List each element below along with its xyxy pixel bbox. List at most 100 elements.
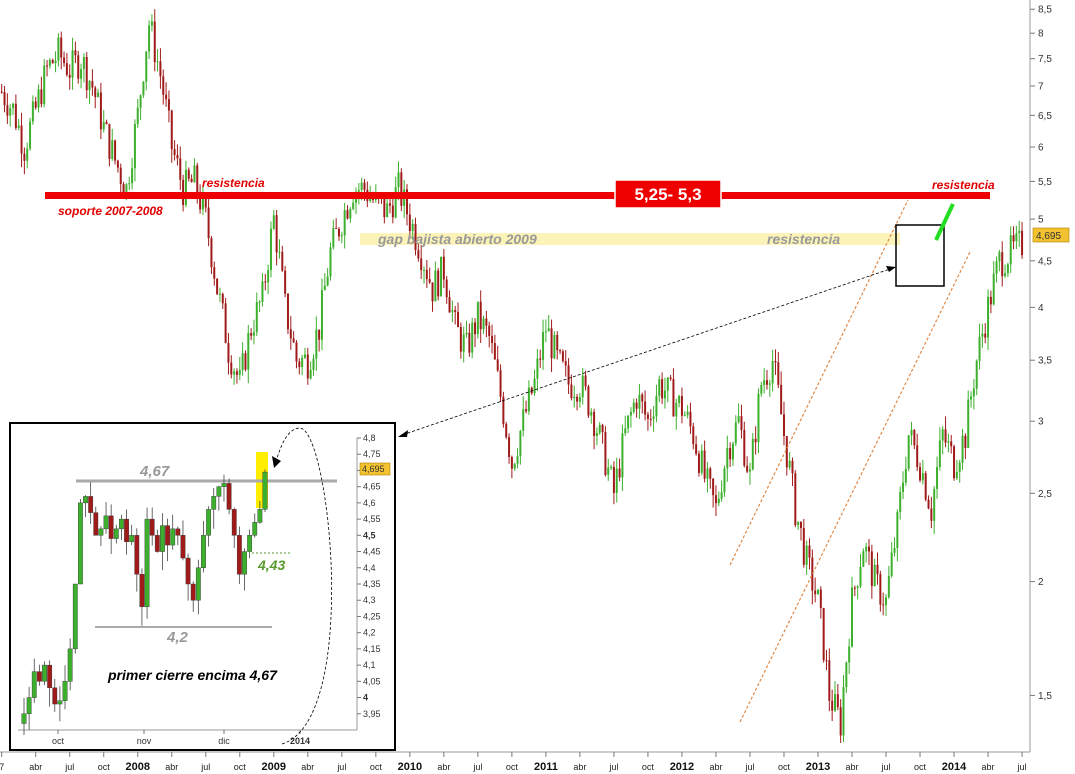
resistencia-left-label: resistencia bbox=[202, 176, 265, 190]
candle-body bbox=[255, 302, 258, 333]
inset-candle-body bbox=[36, 671, 42, 682]
candle-body bbox=[468, 332, 471, 353]
candle-body bbox=[646, 414, 649, 419]
candle-body bbox=[1006, 264, 1009, 274]
candle-body bbox=[644, 401, 647, 415]
candle-body bbox=[595, 432, 598, 436]
candle-body bbox=[17, 125, 20, 128]
zoom-arrowhead-right bbox=[886, 266, 896, 272]
candle-body bbox=[808, 545, 811, 558]
gap-label: gap bajista abierto 2009 bbox=[377, 231, 537, 247]
candle-body bbox=[82, 57, 85, 69]
candle-body bbox=[491, 336, 494, 344]
candle-body bbox=[431, 282, 434, 302]
y-tick-label: 1,5 bbox=[1038, 691, 1052, 702]
candle-body bbox=[119, 167, 122, 184]
candle-body bbox=[958, 462, 961, 472]
candle-body bbox=[111, 140, 114, 159]
candle-body bbox=[519, 430, 522, 457]
resistance-line bbox=[45, 192, 990, 199]
inset-candle-body bbox=[52, 687, 58, 705]
last-price-tag bbox=[1032, 227, 1070, 243]
x-tick-label: oct bbox=[506, 762, 519, 772]
candle-body bbox=[927, 499, 930, 509]
candle-body bbox=[833, 694, 836, 711]
candle-body bbox=[335, 227, 338, 229]
candle-body bbox=[284, 270, 287, 294]
inset-candle-body bbox=[201, 535, 206, 568]
inset-curved-arrow bbox=[275, 427, 333, 745]
candle-body bbox=[250, 333, 253, 336]
candle-body bbox=[448, 297, 451, 313]
candle-body bbox=[116, 160, 119, 168]
inset-candle-body bbox=[231, 509, 237, 536]
candle-body bbox=[825, 660, 828, 662]
candle-body bbox=[553, 334, 556, 359]
candle-body bbox=[995, 261, 998, 274]
candle-body bbox=[678, 396, 681, 403]
candle-body bbox=[309, 369, 312, 379]
inset-candle-body bbox=[47, 664, 53, 689]
candle-body bbox=[346, 210, 349, 219]
candle-body bbox=[329, 247, 332, 277]
candle-body bbox=[179, 158, 182, 180]
candle-body bbox=[145, 51, 148, 82]
candle-body bbox=[20, 125, 23, 154]
x-tick-label: oct bbox=[370, 762, 383, 772]
candle-body bbox=[408, 214, 411, 232]
candle-body bbox=[125, 184, 128, 195]
candle-body bbox=[791, 460, 794, 474]
candle-body bbox=[71, 50, 74, 78]
channel-upper-line bbox=[729, 199, 909, 566]
candle-body bbox=[748, 469, 751, 472]
candle-body bbox=[394, 187, 397, 218]
candle-body bbox=[74, 50, 77, 56]
x-tick-label: 7 bbox=[0, 762, 4, 772]
candle-body bbox=[261, 281, 264, 302]
candle-body bbox=[303, 354, 306, 358]
inset-frame bbox=[9, 422, 396, 751]
x-tick-label: abr bbox=[982, 762, 995, 772]
candle-body bbox=[797, 521, 800, 526]
candle-body bbox=[984, 333, 987, 338]
inset-x-tick-label: nov bbox=[137, 736, 152, 746]
candle-body bbox=[34, 101, 37, 108]
candle-body bbox=[992, 273, 995, 305]
candle-body bbox=[658, 379, 661, 397]
candle-body bbox=[964, 435, 967, 448]
inset-y-tick-label: 4,25 bbox=[363, 611, 381, 621]
candle-body bbox=[828, 660, 831, 701]
candle-body bbox=[975, 360, 978, 389]
candle-body bbox=[51, 59, 54, 64]
candle-body bbox=[227, 342, 230, 363]
candle-body bbox=[133, 124, 136, 169]
candle-body bbox=[102, 122, 105, 130]
candle-body bbox=[814, 590, 817, 595]
candle-body bbox=[434, 270, 437, 302]
candle-body bbox=[953, 446, 956, 479]
candle-body bbox=[672, 379, 675, 417]
candle-body bbox=[530, 387, 533, 394]
candle-body bbox=[950, 441, 953, 447]
candle-body bbox=[944, 429, 947, 443]
candle-body bbox=[204, 195, 207, 208]
y-tick-label: 4 bbox=[1038, 303, 1044, 314]
candle-body bbox=[357, 190, 360, 192]
candle-body bbox=[513, 463, 516, 469]
inset-candle-body bbox=[206, 509, 211, 536]
inset-candle-body bbox=[78, 502, 83, 585]
inset-candle-body bbox=[180, 535, 186, 559]
candle-body bbox=[218, 293, 221, 295]
candle-body bbox=[853, 587, 856, 589]
candle-body bbox=[522, 409, 525, 431]
candle-body bbox=[508, 437, 511, 457]
candle-body bbox=[258, 301, 261, 303]
candle-body bbox=[352, 202, 355, 209]
x-tick-label: oct bbox=[914, 762, 927, 772]
x-tick-label: jul bbox=[472, 762, 482, 772]
candle-body bbox=[156, 61, 159, 63]
candle-body bbox=[561, 351, 564, 362]
x-tick-label: oct bbox=[778, 762, 791, 772]
candle-body bbox=[987, 296, 990, 338]
candle-body bbox=[85, 57, 88, 91]
